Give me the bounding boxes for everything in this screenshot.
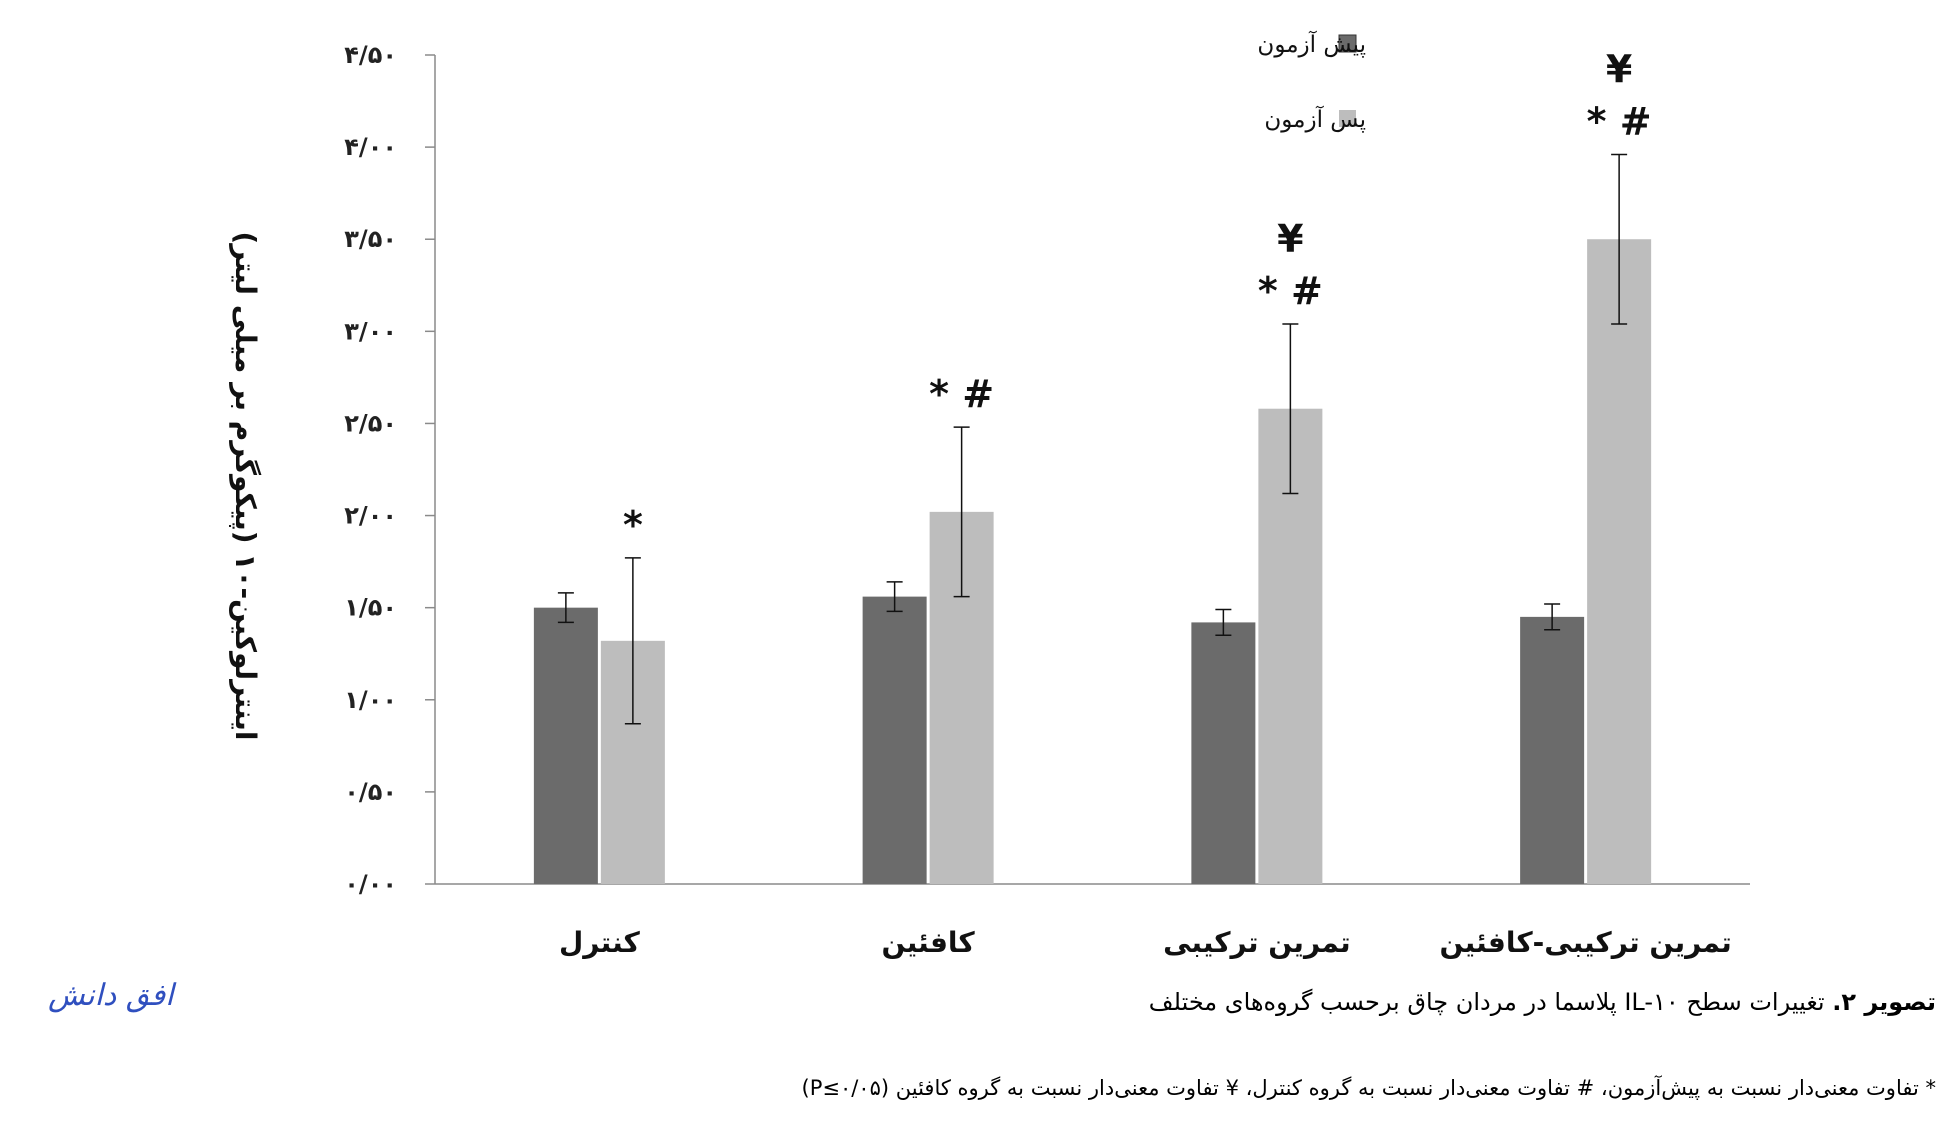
figure-footnote: * تفاوت معنی‌دار نسبت به پیش‌آزمون، # تف… <box>801 1076 1936 1100</box>
significance-marks: * * # * # ¥ * # ¥ <box>623 47 1652 546</box>
significance-mark: * # <box>1258 269 1323 313</box>
significance-mark: ¥ <box>1277 217 1303 261</box>
bar-pretest <box>862 596 927 884</box>
y-tick-label: ۳/۰۰ <box>344 317 397 345</box>
significance-mark: ¥ <box>1606 47 1632 91</box>
legend-swatch <box>1338 34 1357 53</box>
bar-chart: ۰/۰۰ ۰/۵۰ ۱/۰۰ ۱/۵۰ ۲/۰۰ ۲/۵۰ ۳/۰۰ ۳/۵۰ ۴/۰۰ ۴/۵۰… <box>229 30 1750 959</box>
error-bars <box>557 153 1628 725</box>
y-tick-label: ۱/۵۰ <box>344 594 397 622</box>
y-axis-label: اینترلوکین-۱۰ (پیکوگرم بر میلی لیتر) <box>229 231 262 740</box>
category-label: تمرین ترکیبی <box>1163 926 1351 959</box>
caption-text: تغییرات سطح IL-۱۰ پلاسما در مردان چاق بر… <box>1148 988 1833 1016</box>
y-tick-label: ۲/۰۰ <box>344 502 397 530</box>
legend-label: پس آزمون <box>1264 105 1366 133</box>
legend: پیش آزمون پس آزمون <box>1257 30 1366 133</box>
y-tick-label: ۲/۵۰ <box>344 409 397 437</box>
legend-swatch <box>1339 110 1356 127</box>
y-axis: ۰/۰۰ ۰/۵۰ ۱/۰۰ ۱/۵۰ ۲/۰۰ ۲/۵۰ ۳/۰۰ ۳/۵۰ ۴/۰۰ ۴/۵۰ <box>344 41 436 898</box>
significance-mark: * # <box>929 372 994 416</box>
bar-pretest <box>1191 622 1256 884</box>
y-tick-label: ۴/۵۰ <box>344 41 397 69</box>
y-tick-label: ۴/۰۰ <box>344 133 397 161</box>
watermark-logo: افق دانش <box>48 978 174 1013</box>
x-axis: کنترل کافئین تمرین ترکیبی تمرین ترکیبی-کافئ… <box>435 883 1750 959</box>
y-tick-label: ۰/۵۰ <box>344 778 397 806</box>
category-label: تمرین ترکیبی-کافئین <box>1439 926 1731 959</box>
legend-label: پیش آزمون <box>1257 30 1366 58</box>
bar-pretest <box>1520 616 1585 884</box>
caption-label: تصویر ۲. <box>1832 988 1936 1016</box>
figure-caption: تصویر ۲. تغییرات سطح IL-۱۰ پلاسما در مرد… <box>1149 988 1936 1016</box>
bar-posttest <box>1587 239 1652 884</box>
significance-mark: * # <box>1587 99 1652 143</box>
significance-mark: * <box>623 503 643 547</box>
bar-pretest <box>533 607 598 884</box>
y-tick-label: ۳/۵۰ <box>344 225 397 253</box>
bars <box>533 239 1652 884</box>
category-label: کنترل <box>559 926 641 959</box>
y-tick-label: ۱/۰۰ <box>344 686 397 714</box>
category-label: کافئین <box>882 926 976 959</box>
y-tick-label: ۰/۰۰ <box>344 870 397 898</box>
